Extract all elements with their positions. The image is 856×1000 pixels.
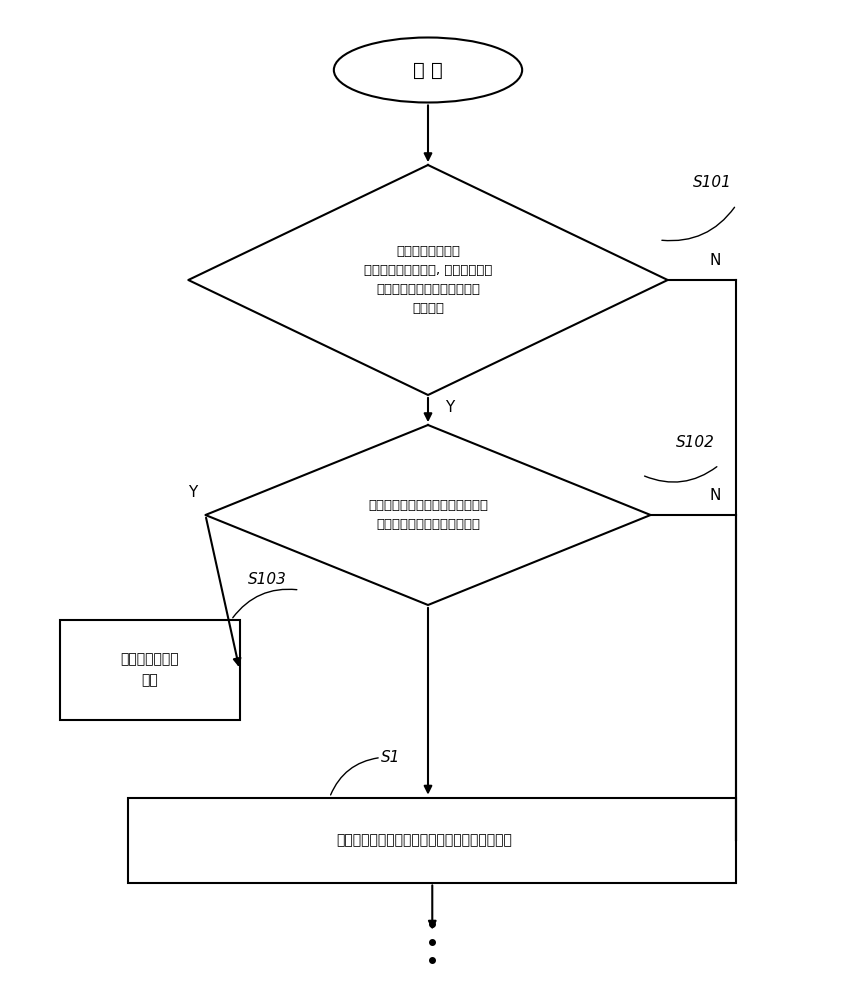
Text: 当检测到前方路口
的交通信号灯信息时, 检测所述当前
位置与所述停止线之间是否有
障碍车辆: 当检测到前方路口 的交通信号灯信息时, 检测所述当前 位置与所述停止线之间是否有… — [364, 245, 492, 315]
Bar — [128, 798, 736, 882]
Text: N: N — [709, 253, 721, 268]
Text: Y: Y — [445, 400, 455, 415]
Text: 获取当前位置与所述前方路口的停止线间的距离: 获取当前位置与所述前方路口的停止线间的距离 — [336, 833, 512, 847]
Text: Y: Y — [187, 485, 197, 500]
Text: S1: S1 — [381, 750, 401, 765]
Text: S101: S101 — [693, 175, 732, 190]
Text: 判断获取的所述障碍车辆的车辆信
息与预存的车辆信息是否一致: 判断获取的所述障碍车辆的车辆信 息与预存的车辆信息是否一致 — [368, 499, 488, 531]
Text: N: N — [709, 488, 721, 503]
Text: S103: S103 — [248, 572, 287, 587]
Bar — [60, 620, 240, 720]
Text: S102: S102 — [676, 435, 715, 450]
Text: 开 始: 开 始 — [413, 60, 443, 80]
Text: 切换到防碰预警
状态: 切换到防碰预警 状态 — [121, 653, 179, 687]
